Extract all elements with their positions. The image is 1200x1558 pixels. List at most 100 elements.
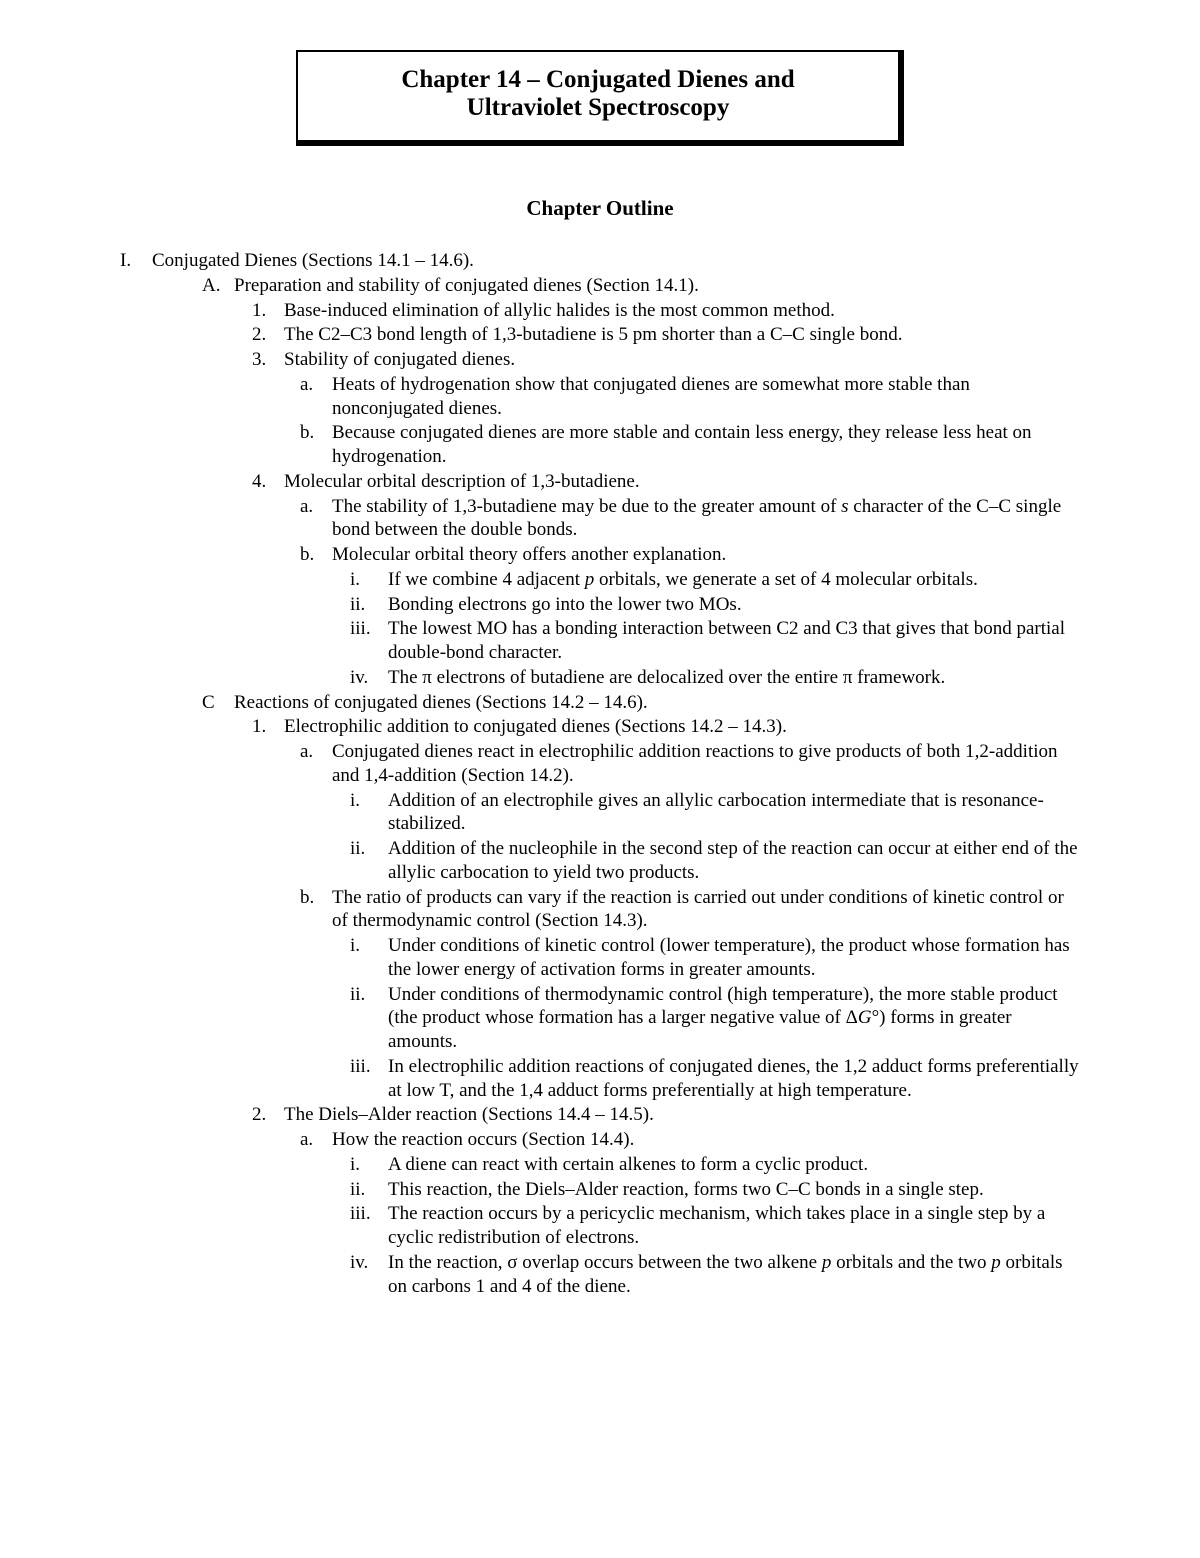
outline-text: Base-induced elimination of allylic hali… — [284, 299, 1080, 323]
outline-item: i. A diene can react with certain alkene… — [350, 1153, 1080, 1177]
outline-item: A. Preparation and stability of conjugat… — [202, 274, 1080, 298]
outline-marker: ii. — [350, 983, 388, 1007]
outline-marker: i. — [350, 789, 388, 813]
italic-text: G — [858, 1007, 872, 1028]
outline-marker: 4. — [252, 470, 284, 494]
outline-item: 1. Electrophilic addition to conjugated … — [252, 715, 1080, 739]
outline-marker: 2. — [252, 323, 284, 347]
outline-item: b. The ratio of products can vary if the… — [300, 886, 1080, 934]
outline-item: a. Heats of hydrogenation show that conj… — [300, 373, 1080, 421]
outline-item: 3. Stability of conjugated dienes. — [252, 348, 1080, 372]
outline-marker: i. — [350, 568, 388, 592]
document-page: Chapter 14 – Conjugated Dienes and Ultra… — [0, 0, 1200, 1499]
outline-item: a. The stability of 1,3-butadiene may be… — [300, 495, 1080, 543]
outline-marker: A. — [202, 274, 234, 298]
outline-text: Conjugated Dienes (Sections 14.1 – 14.6)… — [152, 249, 1080, 273]
outline-marker: b. — [300, 421, 332, 445]
outline-text: Electrophilic addition to conjugated die… — [284, 715, 1080, 739]
outline-item: ii. Under conditions of thermodynamic co… — [350, 983, 1080, 1054]
outline-marker: 1. — [252, 299, 284, 323]
outline-item: ii. This reaction, the Diels–Alder react… — [350, 1178, 1080, 1202]
outline-text: Preparation and stability of conjugated … — [234, 274, 1080, 298]
outline-marker: 2. — [252, 1103, 284, 1127]
outline-marker: 3. — [252, 348, 284, 372]
outline-item: 1. Base-induced elimination of allylic h… — [252, 299, 1080, 323]
outline-item: i. Addition of an electrophile gives an … — [350, 789, 1080, 837]
outline-text: Conjugated dienes react in electrophilic… — [332, 740, 1080, 788]
text-segment: orbitals, we generate a set of 4 molecul… — [594, 569, 978, 590]
italic-text: p — [822, 1252, 832, 1273]
outline-text: Addition of an electrophile gives an all… — [388, 789, 1080, 837]
chapter-title-line-2: Ultraviolet Spectroscopy — [318, 94, 878, 122]
outline-item: ii. Bonding electrons go into the lower … — [350, 593, 1080, 617]
outline-text: The stability of 1,3-butadiene may be du… — [332, 495, 1080, 543]
outline-body: I. Conjugated Dienes (Sections 14.1 – 14… — [120, 249, 1080, 1298]
outline-text: Molecular orbital description of 1,3-but… — [284, 470, 1080, 494]
outline-marker: C — [202, 691, 234, 715]
outline-marker: i. — [350, 934, 388, 958]
outline-text: How the reaction occurs (Section 14.4). — [332, 1128, 1080, 1152]
outline-marker: iii. — [350, 617, 388, 641]
outline-marker: iv. — [350, 666, 388, 690]
outline-item: i. Under conditions of kinetic control (… — [350, 934, 1080, 982]
outline-text: Under conditions of kinetic control (low… — [388, 934, 1080, 982]
outline-marker: iv. — [350, 1251, 388, 1275]
outline-marker: iii. — [350, 1202, 388, 1226]
outline-text: The Diels–Alder reaction (Sections 14.4 … — [284, 1103, 1080, 1127]
outline-text: The π electrons of butadiene are delocal… — [388, 666, 1080, 690]
outline-item: iii. In electrophilic addition reactions… — [350, 1055, 1080, 1103]
outline-marker: a. — [300, 495, 332, 519]
outline-text: The lowest MO has a bonding interaction … — [388, 617, 1080, 665]
text-segment: orbitals and the two — [831, 1252, 991, 1273]
italic-text: p — [991, 1252, 1001, 1273]
outline-marker: b. — [300, 886, 332, 910]
chapter-title-box: Chapter 14 – Conjugated Dienes and Ultra… — [296, 50, 904, 146]
outline-item: iv. In the reaction, σ overlap occurs be… — [350, 1251, 1080, 1299]
outline-item: ii. Addition of the nucleophile in the s… — [350, 837, 1080, 885]
outline-marker: a. — [300, 740, 332, 764]
outline-item: 4. Molecular orbital description of 1,3-… — [252, 470, 1080, 494]
outline-text: In electrophilic addition reactions of c… — [388, 1055, 1080, 1103]
outline-item: iii. The lowest MO has a bonding interac… — [350, 617, 1080, 665]
italic-text: p — [585, 569, 595, 590]
outline-text: Because conjugated dienes are more stabl… — [332, 421, 1080, 469]
outline-item: I. Conjugated Dienes (Sections 14.1 – 14… — [120, 249, 1080, 273]
italic-text: s — [841, 496, 848, 517]
text-segment: In the reaction, σ overlap occurs betwee… — [388, 1252, 822, 1273]
outline-marker: ii. — [350, 837, 388, 861]
outline-marker: ii. — [350, 593, 388, 617]
outline-text: This reaction, the Diels–Alder reaction,… — [388, 1178, 1080, 1202]
outline-item: iii. The reaction occurs by a pericyclic… — [350, 1202, 1080, 1250]
outline-item: C Reactions of conjugated dienes (Sectio… — [202, 691, 1080, 715]
outline-marker: 1. — [252, 715, 284, 739]
outline-text: If we combine 4 adjacent p orbitals, we … — [388, 568, 1080, 592]
outline-text: Reactions of conjugated dienes (Sections… — [234, 691, 1080, 715]
outline-text: Bonding electrons go into the lower two … — [388, 593, 1080, 617]
outline-item: 2. The C2–C3 bond length of 1,3-butadien… — [252, 323, 1080, 347]
outline-item: b. Molecular orbital theory offers anoth… — [300, 543, 1080, 567]
outline-marker: i. — [350, 1153, 388, 1177]
outline-text: Molecular orbital theory offers another … — [332, 543, 1080, 567]
outline-item: a. Conjugated dienes react in electrophi… — [300, 740, 1080, 788]
outline-marker: ii. — [350, 1178, 388, 1202]
text-segment: If we combine 4 adjacent — [388, 569, 585, 590]
chapter-title-line-1: Chapter 14 – Conjugated Dienes and — [318, 66, 878, 94]
outline-marker: a. — [300, 373, 332, 397]
outline-text: Heats of hydrogenation show that conjuga… — [332, 373, 1080, 421]
outline-item: 2. The Diels–Alder reaction (Sections 14… — [252, 1103, 1080, 1127]
outline-text: The ratio of products can vary if the re… — [332, 886, 1080, 934]
outline-marker: iii. — [350, 1055, 388, 1079]
outline-marker: a. — [300, 1128, 332, 1152]
outline-heading: Chapter Outline — [120, 196, 1080, 221]
outline-text: Under conditions of thermodynamic contro… — [388, 983, 1080, 1054]
outline-text: A diene can react with certain alkenes t… — [388, 1153, 1080, 1177]
outline-item: iv. The π electrons of butadiene are del… — [350, 666, 1080, 690]
outline-text: The C2–C3 bond length of 1,3-butadiene i… — [284, 323, 1080, 347]
outline-text: The reaction occurs by a pericyclic mech… — [388, 1202, 1080, 1250]
outline-item: i. If we combine 4 adjacent p orbitals, … — [350, 568, 1080, 592]
outline-text: Stability of conjugated dienes. — [284, 348, 1080, 372]
outline-marker: I. — [120, 249, 152, 273]
outline-text: In the reaction, σ overlap occurs betwee… — [388, 1251, 1080, 1299]
outline-marker: b. — [300, 543, 332, 567]
outline-text: Addition of the nucleophile in the secon… — [388, 837, 1080, 885]
